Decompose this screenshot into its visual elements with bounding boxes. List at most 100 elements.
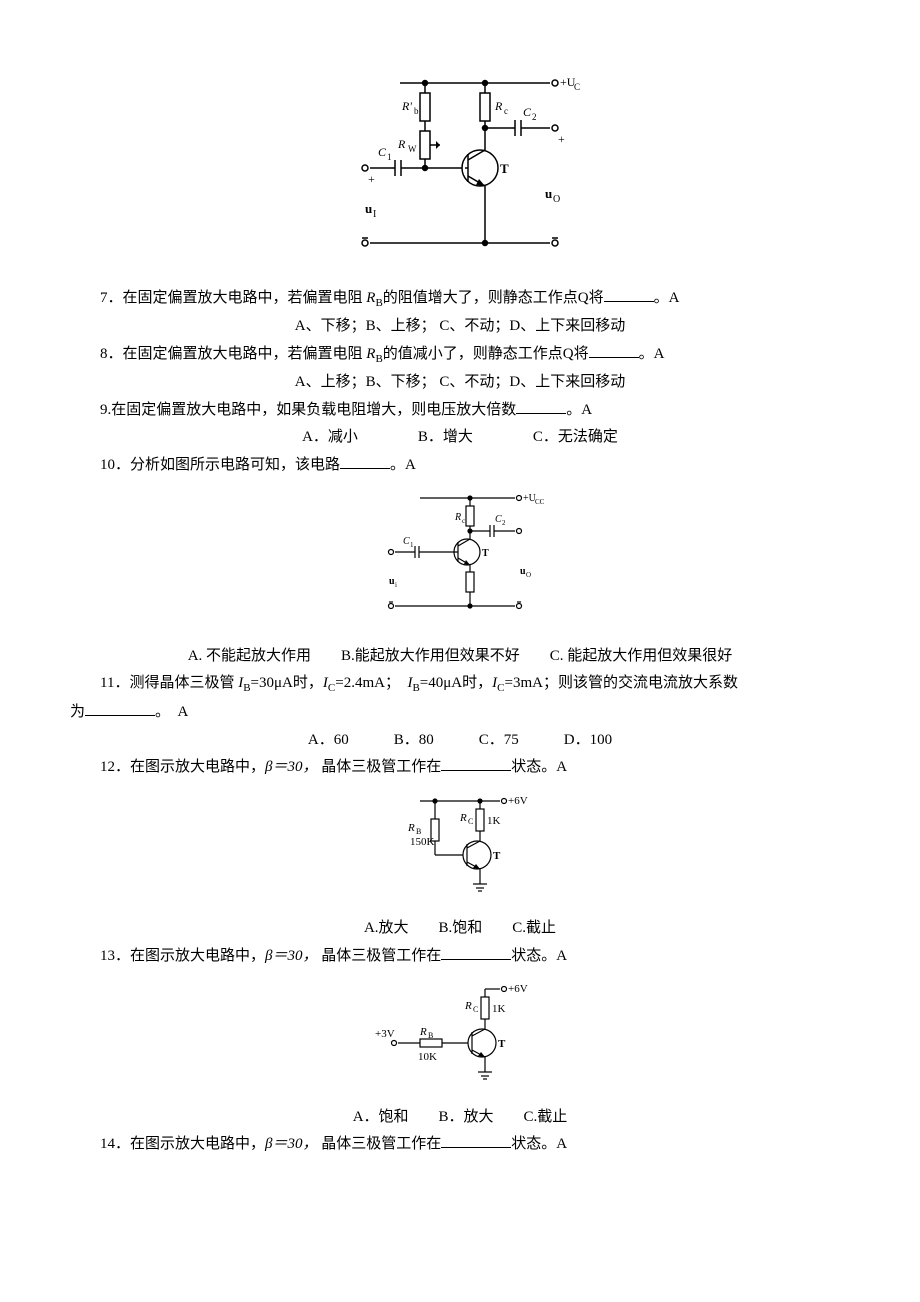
svg-text:c: c [462, 517, 465, 525]
q11-ic1v: =2.4mA； [335, 675, 407, 691]
question-11: 11．测得晶体三极管 IB=30μA时，IC=2.4mA； IB=40μA时，I… [70, 671, 850, 698]
q8-rb-sub: B [375, 353, 382, 365]
q14-beta: β＝30， [265, 1136, 317, 1152]
question-14: 14．在图示放大电路中，β＝30， 晶体三极管工作在 状态。A [70, 1132, 850, 1158]
q11-line2: 为 [70, 704, 85, 720]
q10-text: 10．分析如图所示电路可知，该电路 [100, 457, 340, 473]
svg-text:+: + [368, 172, 375, 186]
svg-text:i: i [395, 581, 397, 589]
svg-text:R': R' [401, 99, 412, 113]
svg-text:CC: CC [535, 498, 545, 506]
question-12: 12．在图示放大电路中，β＝30， 晶体三极管工作在状态。A [70, 755, 850, 781]
q8-text-mid: 的值减小了，则静态工作点Q将 [383, 346, 589, 362]
figure-q10-circuit: +U CC R c C 2 T C 1 [70, 486, 850, 636]
q14-suffix: 状态。A [511, 1136, 567, 1152]
q7-rb-sub: B [375, 297, 382, 309]
q7-blank [604, 286, 654, 302]
q9-text: 9.在固定偏置放大电路中，如果负载电阻增大，则电压放大倍数 [100, 402, 516, 418]
figure-q12-circuit: +6V R C 1K R B 150K T [70, 789, 850, 909]
q13-suffix: 状态。A [511, 948, 567, 964]
svg-text:C: C [473, 1005, 478, 1014]
svg-text:CC: CC [574, 82, 580, 92]
q11-options: A．60 B．80 C．75 D．100 [70, 728, 850, 754]
svg-text:+6V: +6V [508, 983, 528, 995]
q13-mid: 晶体三极管工作在 [318, 948, 442, 964]
figure-top-circuit: +U CC R' b R W R c C 2 + [70, 68, 850, 278]
svg-text:B: B [428, 1031, 433, 1040]
svg-text:R: R [464, 1000, 472, 1012]
question-9: 9.在固定偏置放大电路中，如果负载电阻增大，则电压放大倍数 。A [70, 398, 850, 424]
question-11-line2: 为 。 A [70, 700, 850, 726]
svg-text:u: u [365, 201, 372, 216]
q9-suffix: 。A [566, 402, 592, 418]
q12-suffix: 状态。A [511, 759, 567, 775]
q10-suffix: 。A [390, 457, 416, 473]
q7-text-prefix: 7．在固定偏置放大电路中，若偏置电阻 [100, 290, 366, 306]
q14-blank [441, 1132, 511, 1148]
q12-options: A.放大 B.饱和 C.截止 [70, 916, 850, 942]
svg-text:1: 1 [410, 541, 414, 549]
svg-text:T: T [482, 548, 489, 559]
svg-text:10K: 10K [418, 1051, 437, 1063]
svg-text:T: T [500, 161, 509, 176]
q13-blank [441, 944, 511, 960]
q12-blank [441, 755, 511, 771]
q11-ic2v: =3mA；则该管的交流电流放大系数 [504, 675, 737, 691]
svg-text:u: u [545, 186, 552, 201]
q10-options: A. 不能起放大作用 B.能起放大作用但效果不好 C. 能起放大作用但效果很好 [70, 644, 850, 670]
svg-text:+3V: +3V [375, 1028, 395, 1040]
svg-text:2: 2 [532, 112, 537, 122]
svg-text:R: R [494, 99, 503, 113]
svg-text:C: C [403, 536, 410, 547]
svg-text:C: C [495, 514, 502, 525]
q11-ib2s: B [412, 682, 419, 694]
q14-prefix: 14．在图示放大电路中， [100, 1136, 265, 1152]
svg-text:+6V: +6V [508, 795, 528, 807]
q11-ib1s: B [243, 682, 250, 694]
svg-text:R: R [407, 822, 415, 834]
q12-prefix: 12．在图示放大电路中， [100, 759, 265, 775]
svg-text:+: + [558, 132, 565, 146]
q9-options: A．减小 B．增大 C．无法确定 [70, 425, 850, 451]
q14-mid: 晶体三极管工作在 [318, 1136, 442, 1152]
svg-text:c: c [504, 106, 508, 116]
q11-suffix: 。 A [155, 704, 188, 720]
q11-ib1v: =30μA时， [251, 675, 323, 691]
q8-suffix: 。A [639, 346, 665, 362]
question-8: 8．在固定偏置放大电路中，若偏置电阻 RB的值减小了，则静态工作点Q将。A [70, 342, 850, 369]
svg-text:B: B [416, 827, 421, 836]
q11-prefix: 11．测得晶体三极管 [100, 675, 238, 691]
question-7: 7．在固定偏置放大电路中，若偏置电阻 RB的阻值增大了，则静态工作点Q将。A [70, 286, 850, 313]
svg-text:R: R [459, 812, 467, 824]
q13-beta: β＝30， [265, 948, 317, 964]
q11-ib2v: =40μA时， [420, 675, 492, 691]
q7-text-mid: 的阻值增大了，则静态工作点Q将 [383, 290, 604, 306]
svg-text:T: T [493, 850, 501, 862]
svg-text:T: T [498, 1038, 506, 1050]
q10-blank [340, 453, 390, 469]
svg-text:150K: 150K [410, 836, 435, 848]
svg-text:1K: 1K [492, 1003, 506, 1015]
svg-text:b: b [414, 106, 419, 116]
question-10: 10．分析如图所示电路可知，该电路 。A [70, 453, 850, 479]
figure-q13-circuit: +6V R C 1K +3V R B 10K T [70, 977, 850, 1097]
svg-text:W: W [408, 144, 417, 154]
q8-blank [589, 342, 639, 358]
svg-text:R: R [419, 1026, 427, 1038]
q12-mid: 晶体三极管工作在 [318, 759, 442, 775]
svg-text:R: R [454, 512, 461, 523]
q8-options: A、上移；B、下移； C、不动；D、上下来回移动 [70, 370, 850, 396]
svg-text:O: O [553, 194, 560, 205]
svg-text:R: R [397, 137, 406, 151]
svg-text:O: O [526, 571, 531, 579]
q13-options: A．饱和 B．放大 C.截止 [70, 1105, 850, 1131]
svg-text:C: C [468, 817, 473, 826]
q7-options: A、下移；B、上移； C、不动；D、上下来回移动 [70, 314, 850, 340]
question-13: 13．在图示放大电路中，β＝30， 晶体三极管工作在 状态。A [70, 944, 850, 970]
svg-text:1K: 1K [487, 815, 501, 827]
q11-blank [85, 700, 155, 716]
svg-text:I: I [373, 209, 376, 220]
svg-text:1: 1 [387, 152, 392, 162]
q7-suffix: 。A [654, 290, 680, 306]
q13-prefix: 13．在图示放大电路中， [100, 948, 265, 964]
